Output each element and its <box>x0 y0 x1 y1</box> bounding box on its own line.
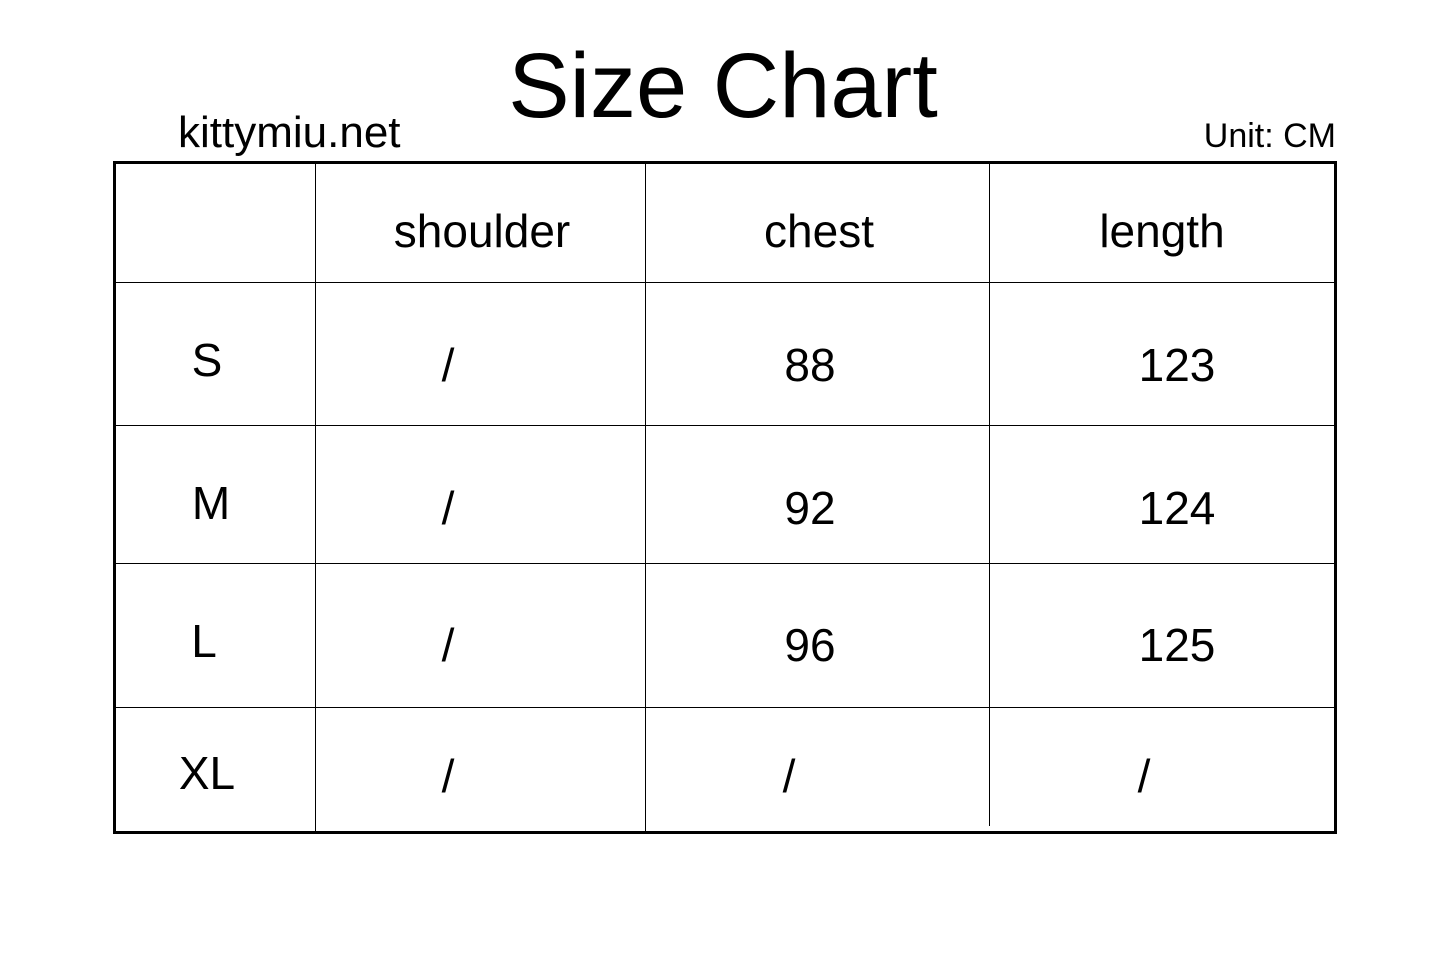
header-chest: chest <box>764 205 874 257</box>
column-divider <box>645 164 646 831</box>
column-divider <box>315 164 316 831</box>
length-value: 125 <box>1138 619 1216 671</box>
length-value: 124 <box>1138 482 1216 534</box>
row-divider <box>116 282 1334 283</box>
shoulder-value: / <box>441 619 455 671</box>
length-value: 123 <box>1138 339 1216 391</box>
length-value: / <box>1137 750 1151 802</box>
shoulder-value: / <box>441 339 455 391</box>
chest-value: / <box>782 750 796 802</box>
size-label: L <box>191 615 217 667</box>
chest-value: 88 <box>784 339 836 391</box>
size-label: M <box>191 477 231 529</box>
size-table: shoulder chest length S / 88 123 M / 92 … <box>113 161 1337 834</box>
page-title: Size Chart <box>508 35 938 137</box>
column-divider <box>989 164 990 826</box>
row-divider <box>116 425 1334 426</box>
chest-value: 92 <box>784 482 836 534</box>
shoulder-value: / <box>441 482 455 534</box>
size-label: S <box>191 334 223 386</box>
header-shoulder: shoulder <box>393 205 571 257</box>
shoulder-value: / <box>441 750 455 802</box>
unit-label: Unit: CM <box>1203 117 1336 155</box>
row-divider <box>116 563 1334 564</box>
size-label: XL <box>178 747 236 799</box>
brand-text: kittymiu.net <box>178 108 401 157</box>
chest-value: 96 <box>784 619 836 671</box>
row-divider <box>116 707 1334 708</box>
header-length: length <box>1099 205 1225 257</box>
